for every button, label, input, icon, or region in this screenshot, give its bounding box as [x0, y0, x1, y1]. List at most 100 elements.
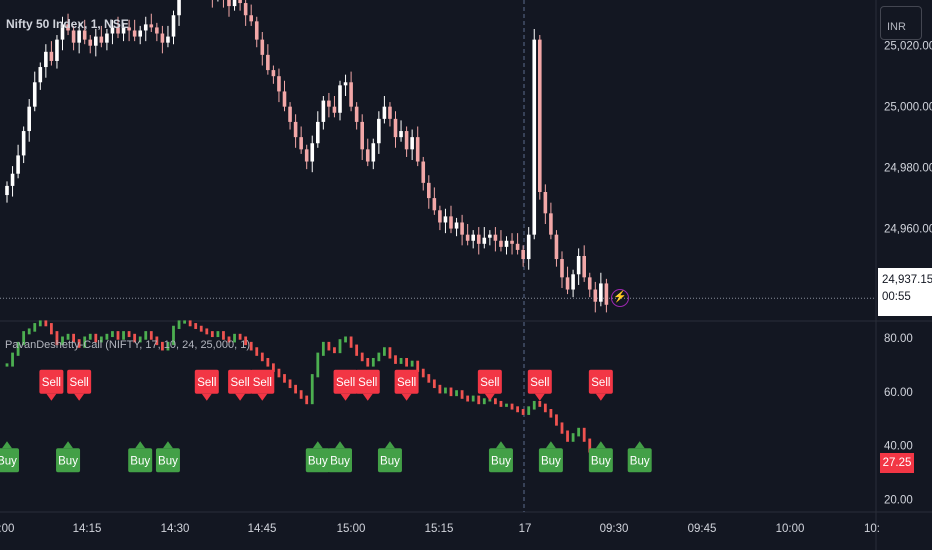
- candle: [321, 100, 326, 122]
- indicator-bar: [494, 398, 497, 405]
- candle: [465, 234, 470, 241]
- buy-signal-arrow: [63, 441, 74, 449]
- candle: [365, 149, 370, 162]
- buy-signal-text: Buy: [541, 455, 561, 467]
- candle: [304, 149, 309, 162]
- buy-signal[interactable]: [0, 448, 19, 473]
- indicator-bar: [94, 333, 98, 343]
- candle: [271, 70, 276, 77]
- indicator-bar: [199, 325, 203, 332]
- candle: [499, 240, 503, 247]
- candle: [571, 274, 575, 290]
- indicator-bar: [316, 352, 320, 378]
- indicator-bar: [432, 379, 436, 389]
- buy-signal[interactable]: [305, 448, 330, 473]
- indicator-bar: [421, 368, 425, 378]
- buy-signal[interactable]: [328, 448, 352, 473]
- buy-signal-arrow: [495, 441, 506, 449]
- sell-signal[interactable]: [394, 369, 419, 394]
- sell-signal[interactable]: [228, 369, 253, 394]
- indicator-bar: [11, 352, 14, 367]
- buy-signal[interactable]: [377, 448, 402, 473]
- indicator-bar: [388, 347, 392, 359]
- sell-signal[interactable]: [194, 369, 219, 394]
- time-axis-tick: 09:30: [600, 523, 629, 535]
- indicator-bar: [577, 427, 581, 437]
- current-price: 24,937.15: [882, 274, 932, 286]
- indicator-bar: [543, 403, 547, 413]
- candle: [549, 213, 553, 235]
- buy-signal[interactable]: [627, 448, 652, 473]
- sell-signal-text: Sell: [253, 377, 272, 389]
- indicator-bar: [366, 357, 370, 367]
- buy-signal[interactable]: [488, 448, 513, 473]
- flash-icon[interactable]: ⚡: [611, 289, 629, 307]
- time-axis-tick: 15:15: [425, 523, 454, 535]
- buy-signal[interactable]: [155, 448, 180, 473]
- sell-signal[interactable]: [477, 369, 502, 394]
- candle: [515, 243, 520, 250]
- sell-signal[interactable]: [527, 369, 552, 394]
- indicator-bar: [255, 347, 259, 356]
- indicator-bar: [16, 341, 20, 356]
- indicator-bar: [238, 333, 242, 340]
- candle: [493, 234, 498, 241]
- candle: [576, 256, 581, 275]
- candle: [532, 39, 537, 235]
- candle: [44, 51, 48, 68]
- buy-signal-text: Buy: [380, 455, 400, 467]
- indicator-bar: [222, 331, 225, 340]
- indicator-bar: [305, 395, 309, 405]
- sell-signal[interactable]: [39, 369, 64, 394]
- buy-signal[interactable]: [588, 448, 613, 473]
- indicator-bar: [138, 336, 142, 343]
- indicator-bar: [249, 341, 253, 351]
- indicator-bar: [183, 320, 186, 324]
- indicator-bar: [266, 357, 270, 367]
- sell-signal[interactable]: [355, 369, 380, 394]
- time-axis-tick: 17: [519, 523, 532, 535]
- indicator-bar: [111, 331, 114, 338]
- sell-signal-arrow: [74, 393, 85, 401]
- buy-signal[interactable]: [538, 448, 563, 473]
- indicator-bar: [133, 333, 137, 343]
- indicator-bar: [38, 320, 42, 327]
- candle: [71, 30, 76, 43]
- indicator-bar: [177, 320, 181, 329]
- candle: [88, 39, 93, 46]
- currency-button[interactable]: INR: [880, 6, 922, 40]
- symbol-title[interactable]: Nifty 50 Index, 1, NSE: [6, 17, 129, 31]
- indicator-bar: [338, 339, 342, 354]
- indicator-bar: [55, 331, 59, 346]
- candle: [560, 259, 564, 278]
- candle: [421, 161, 426, 183]
- buy-signal-arrow: [595, 441, 606, 449]
- indicator-bar: [194, 323, 198, 329]
- buy-signal-arrow: [2, 441, 12, 449]
- indicator-title[interactable]: PavanDeshetty-Call (NIFTY, 17, 10, 24, 2…: [5, 339, 250, 351]
- candle: [38, 67, 43, 83]
- indicator-bar: [205, 328, 209, 335]
- indicator-bar: [438, 384, 442, 394]
- candle: [377, 118, 381, 144]
- indicator-bar: [416, 360, 420, 372]
- indicator-bar: [377, 352, 381, 362]
- candle: [460, 222, 464, 235]
- buy-signal-text: Buy: [308, 455, 328, 467]
- sell-signal[interactable]: [67, 369, 92, 394]
- sell-signal[interactable]: [250, 369, 275, 394]
- buy-signal[interactable]: [56, 448, 81, 473]
- indicator-bar: [566, 430, 569, 442]
- sell-signal[interactable]: [333, 369, 358, 394]
- indicator-bar: [555, 414, 558, 426]
- buy-signal[interactable]: [128, 448, 153, 473]
- candle: [427, 182, 431, 199]
- candle: [538, 39, 542, 192]
- sell-signal[interactable]: [588, 369, 613, 394]
- sell-signal-text: Sell: [591, 377, 610, 389]
- indicator-bar: [505, 403, 508, 407]
- indicator-bar: [449, 387, 453, 397]
- candle: [94, 36, 98, 46]
- indicator-bar: [244, 336, 248, 346]
